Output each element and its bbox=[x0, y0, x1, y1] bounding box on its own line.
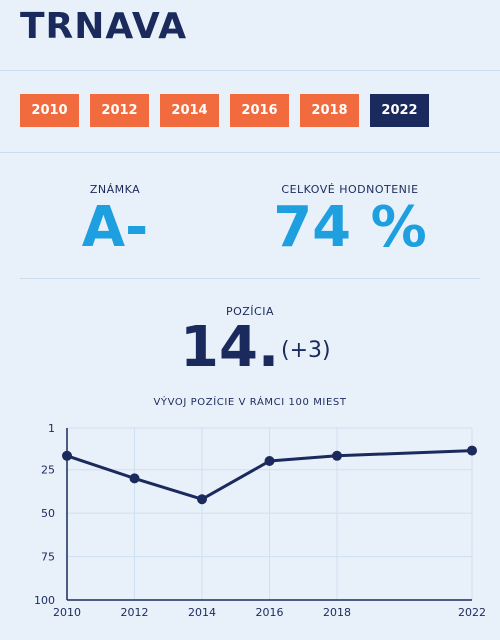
position-value: 14. bbox=[180, 315, 280, 380]
grade-value: A- bbox=[81, 195, 149, 260]
series-line bbox=[66, 449, 473, 501]
grade-label: ZNÁMKA bbox=[89, 183, 141, 196]
chart-title: VÝVOJ POZÍCIE V RÁMCI 100 MIEST bbox=[153, 397, 347, 408]
y-tick-label: 1 bbox=[48, 422, 55, 435]
tab-2010[interactable]: 2010 bbox=[20, 94, 79, 127]
y-tick-label: 25 bbox=[41, 464, 55, 477]
stats-divider bbox=[20, 278, 480, 279]
x-tick-label: 2018 bbox=[323, 606, 351, 619]
overall-value: 74 % bbox=[273, 195, 427, 260]
tabs-divider bbox=[0, 152, 500, 153]
data-point bbox=[332, 450, 342, 461]
data-point bbox=[264, 456, 275, 467]
header-divider bbox=[0, 70, 500, 71]
data-point bbox=[197, 494, 207, 505]
tab-2012[interactable]: 2012 bbox=[90, 94, 149, 127]
tab-2018[interactable]: 2018 bbox=[300, 94, 359, 127]
y-tick-label: 75 bbox=[41, 551, 55, 564]
data-point bbox=[129, 473, 140, 484]
x-tick-label: 2014 bbox=[188, 606, 216, 619]
position-label: POZÍCIA bbox=[225, 305, 275, 318]
overall-label: CELKOVÉ HODNOTENIE bbox=[281, 183, 419, 196]
data-point bbox=[62, 450, 72, 461]
tab-2016[interactable]: 2016 bbox=[230, 94, 289, 127]
city-title: TRNAVA bbox=[20, 6, 188, 47]
x-tick-label: 2010 bbox=[53, 606, 81, 619]
year-tabs: 2010 2012 2014 2016 2018 2022 bbox=[20, 94, 429, 127]
x-tick-label: 2012 bbox=[121, 606, 149, 619]
position-change: (+3) bbox=[281, 338, 331, 363]
data-point bbox=[467, 445, 477, 456]
x-tick-label: 2022 bbox=[458, 606, 486, 619]
y-tick-label: 50 bbox=[41, 507, 55, 520]
x-tick-label: 2016 bbox=[256, 606, 284, 619]
tab-2022[interactable]: 2022 bbox=[370, 94, 429, 127]
y-tick-label: 100 bbox=[34, 594, 55, 607]
tab-2014[interactable]: 2014 bbox=[160, 94, 219, 127]
